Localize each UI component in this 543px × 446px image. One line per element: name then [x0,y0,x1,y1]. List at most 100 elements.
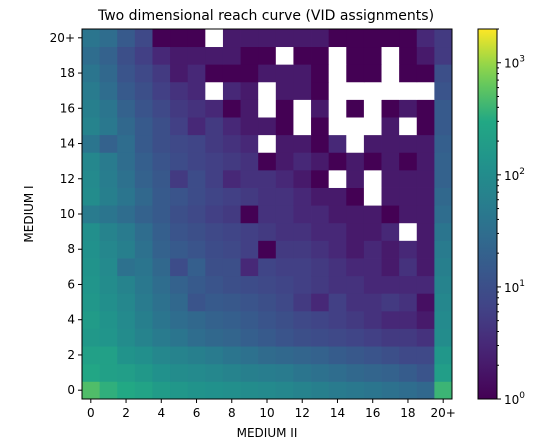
heatmap-cell [363,46,382,65]
heatmap-cell [134,275,153,294]
heatmap-cell [275,293,294,312]
heatmap-cell [381,134,400,153]
heatmap-cell [170,99,189,118]
x-tick-label: 4 [157,406,165,420]
heatmap-cell [240,134,259,153]
heatmap-cell [99,258,118,277]
heatmap-cell [152,346,171,365]
heatmap-cell [82,152,101,171]
heatmap-cell [311,64,330,83]
heatmap-cell [275,205,294,224]
heatmap-cell [152,381,171,400]
heatmap-cell [170,46,189,65]
y-tick-label: 12 [60,172,75,186]
heatmap-cell [293,205,312,224]
heatmap-cell [416,310,435,329]
heatmap-cell [399,205,418,224]
heatmap-cell [187,310,206,329]
heatmap-cell [258,328,277,347]
heatmap-cell [381,29,400,48]
heatmap-cell [275,29,294,48]
heatmap-cell [293,381,312,400]
heatmap-cell [275,187,294,206]
heatmap-cell [381,240,400,259]
heatmap-cell [434,205,453,224]
heatmap-cell [152,134,171,153]
heatmap-cell [117,187,136,206]
heatmap-cell [328,81,347,100]
heatmap-cell [363,258,382,277]
heatmap-cell [346,363,365,382]
heatmap-cell [170,222,189,241]
heatmap-cell [399,134,418,153]
heatmap-cell [328,205,347,224]
heatmap-cell [82,222,101,241]
heatmap-cell [205,81,224,100]
heatmap-cell [311,169,330,188]
y-tick-label: 6 [67,277,75,291]
heatmap-cell [82,46,101,65]
heatmap-cell [117,310,136,329]
heatmap-cell [416,328,435,347]
heatmap-cell [152,275,171,294]
heatmap-cell [222,117,241,136]
heatmap-cell [293,328,312,347]
heatmap-cell [311,258,330,277]
heatmap-cell [258,99,277,118]
heatmap-cell [240,240,259,259]
heatmap-cell [170,134,189,153]
heatmap-cell [416,46,435,65]
heatmap-cell [346,328,365,347]
heatmap-cell [82,346,101,365]
x-tick-label: 16 [365,406,380,420]
heatmap-cell [258,169,277,188]
heatmap-cell [82,381,101,400]
heatmap-cell [99,293,118,312]
heatmap-cell [258,64,277,83]
heatmap-cell [328,258,347,277]
y-tick-label: 8 [67,242,75,256]
heatmap-cell [328,46,347,65]
heatmap-cell [222,310,241,329]
heatmap-cell [381,275,400,294]
heatmap-cell [293,99,312,118]
heatmap-cell [293,134,312,153]
chart-title: Two dimensional reach curve (VID assignm… [97,8,434,24]
y-tick-label: 18 [60,66,75,80]
x-tick-label: 8 [228,406,236,420]
heatmap-cell [99,46,118,65]
heatmap-cell [222,29,241,48]
heatmap-cell [117,134,136,153]
heatmap-cell [346,381,365,400]
heatmap-cell [82,363,101,382]
heatmap-cell [311,46,330,65]
heatmap-cell [434,240,453,259]
heatmap-cell [152,29,171,48]
heatmap-cell [117,258,136,277]
heatmap-cell [434,81,453,100]
heatmap-cell [117,222,136,241]
heatmap-cell [328,328,347,347]
heatmap-cell [240,117,259,136]
x-tick-label: 18 [400,406,415,420]
heatmap-cell [205,363,224,382]
heatmap-cell [346,275,365,294]
heatmap-cell [99,64,118,83]
heatmap-cell [134,81,153,100]
heatmap-cell [363,222,382,241]
heatmap-cell [328,64,347,83]
heatmap-cell [363,240,382,259]
heatmap-cell [346,187,365,206]
heatmap-cell [293,222,312,241]
colorbar-tick-label: 100 [504,391,525,407]
heatmap-cell [416,99,435,118]
heatmap-cell [152,363,171,382]
heatmap-cells [82,29,453,400]
heatmap-cell [399,346,418,365]
heatmap-cell [258,240,277,259]
heatmap-cell [117,29,136,48]
heatmap-cell [134,240,153,259]
heatmap-cell [293,258,312,277]
heatmap-cell [152,187,171,206]
heatmap-cell [205,293,224,312]
